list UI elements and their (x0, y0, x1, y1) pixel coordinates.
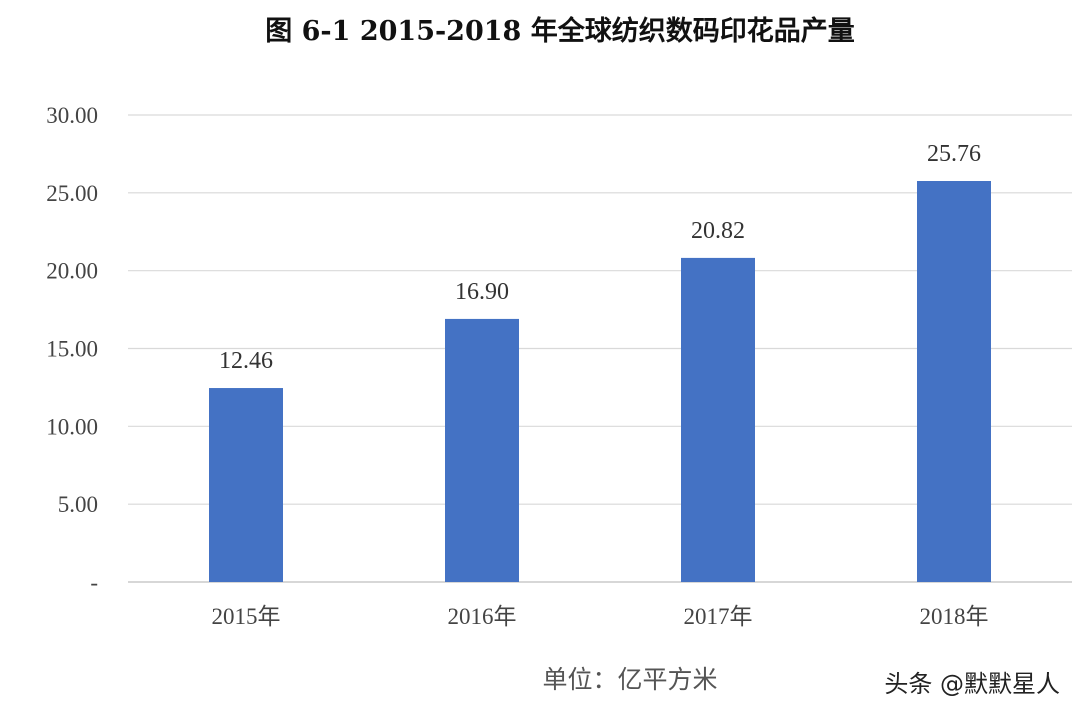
bar (209, 388, 283, 582)
y-tick-label: - (90, 570, 98, 595)
y-tick-label: 5.00 (58, 492, 98, 517)
x-category-label: 2015年 (212, 604, 281, 629)
data-label: 16.90 (455, 279, 509, 305)
data-label: 25.76 (927, 141, 981, 167)
chart-title: 图 6-1 2015-2018 年全球纺织数码印花品产量 (265, 15, 854, 47)
x-category-label: 2016年 (448, 604, 517, 629)
y-tick-label: 25.00 (46, 181, 98, 206)
y-tick-label: 20.00 (46, 259, 98, 284)
unit-note: 单位：亿平方米 (542, 665, 717, 694)
bars (209, 181, 991, 582)
y-axis-tick-labels: - 5.00 10.00 15.00 20.00 25.00 30.00 (46, 103, 98, 595)
watermark: 头条 @默默星人 (884, 670, 1060, 698)
x-axis-category-labels: 2015年 2016年 2017年 2018年 (212, 604, 989, 629)
data-label: 12.46 (219, 348, 273, 374)
y-tick-label: 15.00 (46, 337, 98, 362)
bar (681, 257, 755, 582)
data-label: 20.82 (691, 218, 745, 244)
x-category-label: 2017年 (684, 604, 753, 629)
x-category-label: 2018年 (920, 604, 989, 629)
y-tick-label: 10.00 (46, 414, 98, 439)
y-tick-label: 30.00 (46, 103, 98, 128)
gridlines (128, 114, 1072, 583)
bar (917, 181, 991, 582)
bar (445, 318, 519, 582)
data-labels: 12.46 16.90 20.82 25.76 (219, 141, 981, 374)
